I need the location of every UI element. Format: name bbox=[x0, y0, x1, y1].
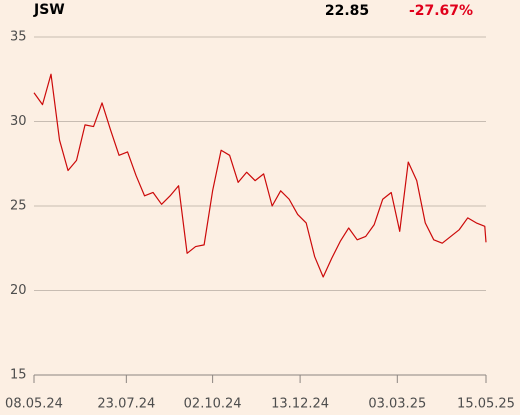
price-line bbox=[33, 73, 487, 278]
ticker: JSW bbox=[33, 2, 65, 18]
x-tick-label: 03.03.25 bbox=[368, 397, 426, 412]
x-tick-label: 02.10.24 bbox=[184, 397, 242, 412]
x-tick-label: 23.07.24 bbox=[97, 397, 155, 412]
x-tick-label: 08.05.24 bbox=[5, 397, 63, 412]
price-change: -27.67% bbox=[409, 3, 473, 19]
y-tick-label: 25 bbox=[10, 199, 27, 214]
x-tick-label: 15.05.25 bbox=[457, 397, 515, 412]
x-tick-label: 13.12.24 bbox=[271, 397, 329, 412]
y-tick-label: 15 bbox=[10, 368, 27, 383]
y-tick-label: 20 bbox=[10, 283, 27, 298]
last-price: 22.85 bbox=[325, 3, 369, 19]
y-tick-label: 30 bbox=[10, 114, 27, 129]
y-tick-label: 35 bbox=[10, 30, 27, 45]
